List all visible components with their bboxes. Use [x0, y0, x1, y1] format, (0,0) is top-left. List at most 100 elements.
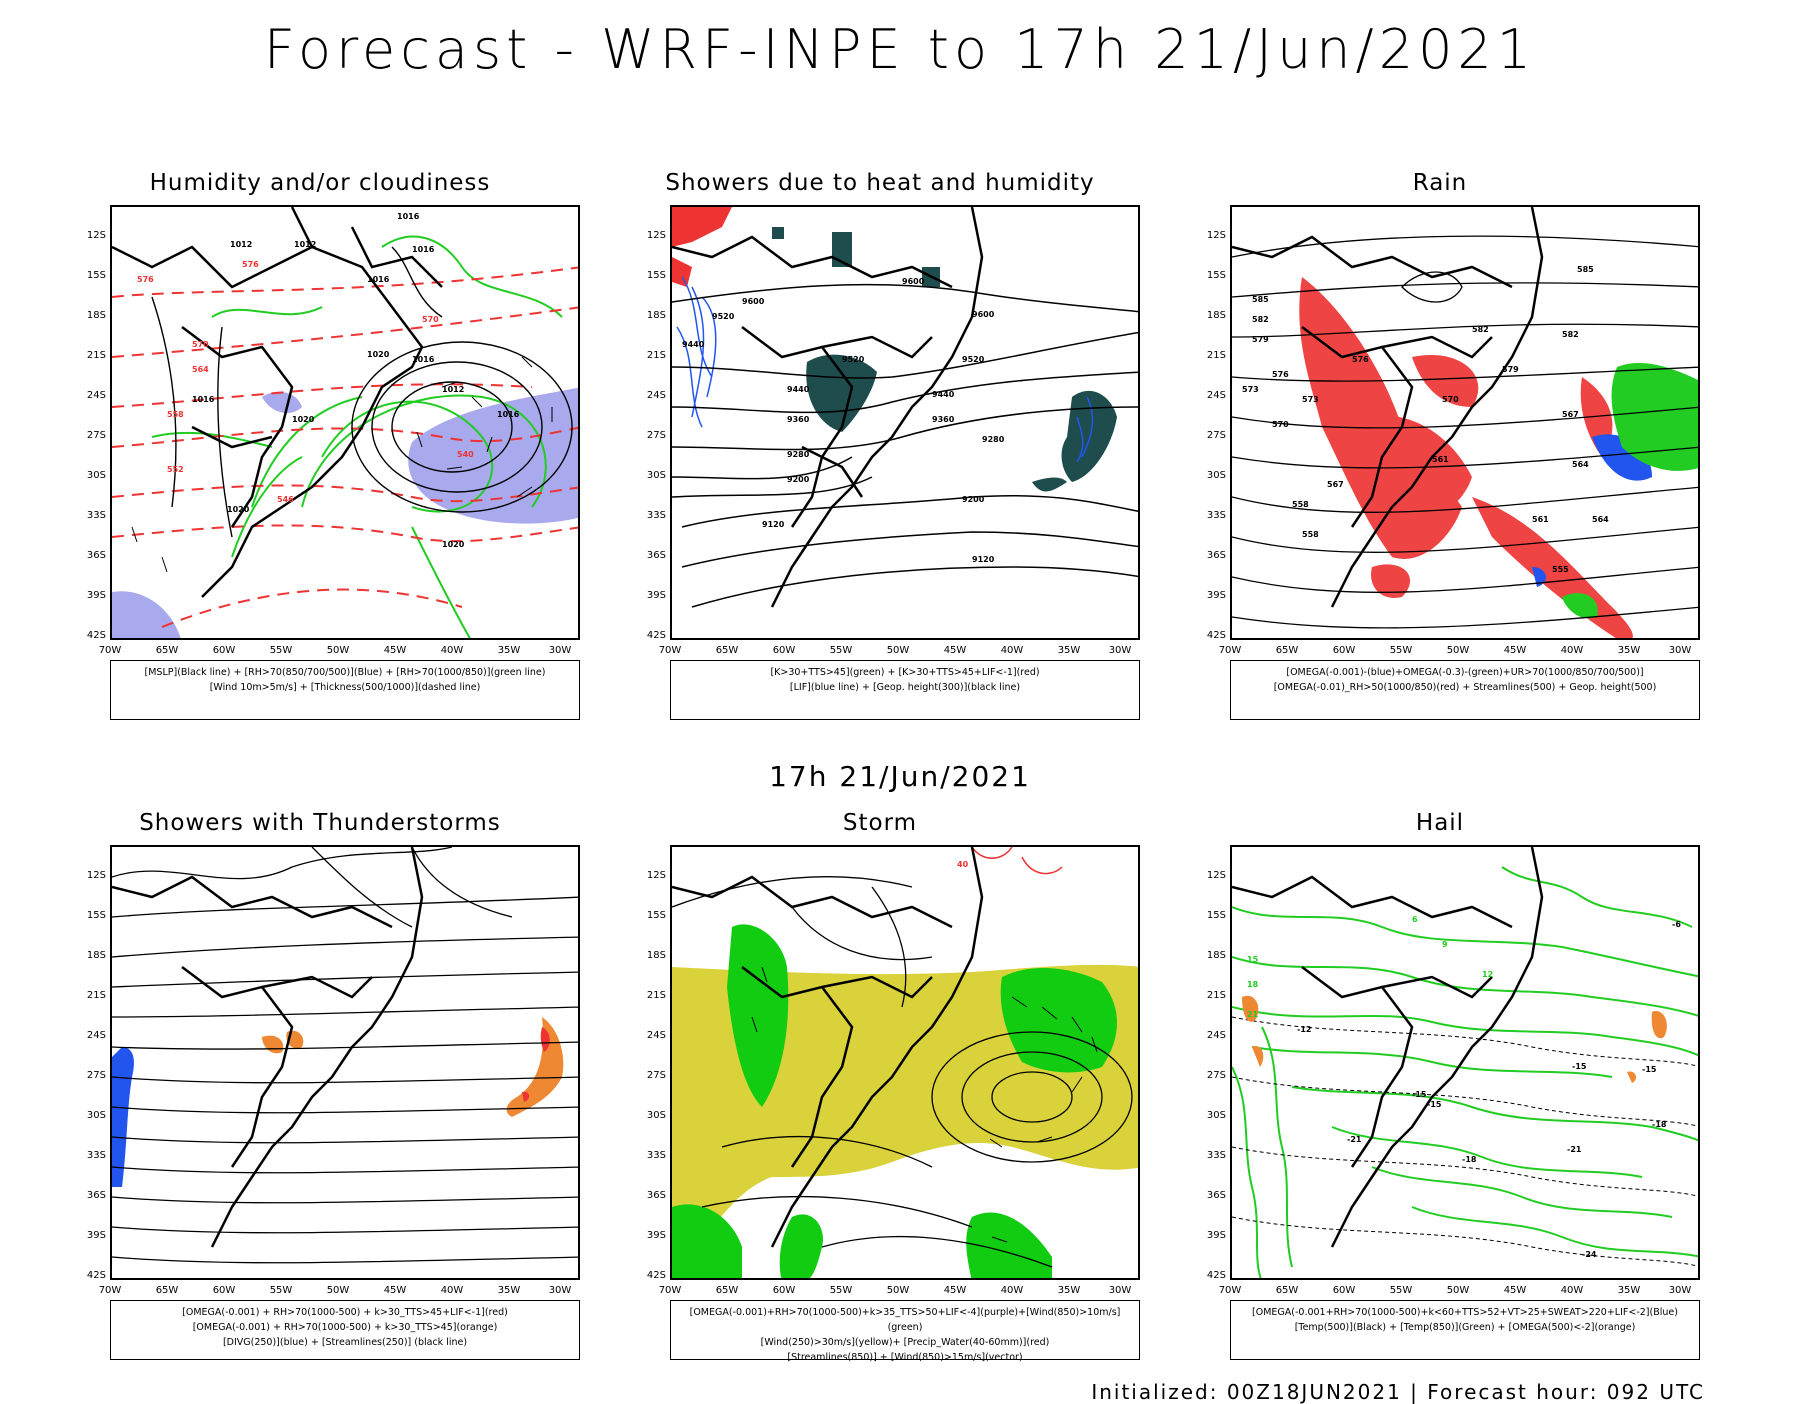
legend-box: [MSLP](Black line) + [RH>70(850/700/500)… — [110, 660, 580, 720]
map-rain[interactable]: 585 582 582 579 576 573 570 567 564 561 … — [1230, 205, 1700, 640]
panel-title: Humidity and/or cloudiness — [149, 170, 491, 196]
svg-text:579: 579 — [1502, 365, 1519, 374]
svg-text:9520: 9520 — [962, 355, 985, 364]
geop-height-black-lines — [672, 283, 1138, 608]
teal-showers — [772, 227, 1117, 492]
coastline-borders — [1232, 207, 1544, 608]
svg-text:570: 570 — [1442, 395, 1459, 404]
legend-line: [Wind 10m>5m/s] + [Thickness(500/1000)](… — [209, 682, 481, 693]
svg-text:1016: 1016 — [397, 212, 420, 221]
map-humidity[interactable]: 1016 1012 1012 1016 1016 1020 1016 1012 … — [110, 205, 580, 640]
svg-text:9600: 9600 — [742, 297, 765, 306]
svg-text:-21: -21 — [1567, 1145, 1582, 1154]
map-layer: 585 582 582 579 576 573 570 567 564 561 … — [1232, 207, 1698, 638]
svg-text:564: 564 — [192, 365, 209, 374]
svg-text:1020: 1020 — [442, 540, 465, 549]
svg-text:1016: 1016 — [367, 275, 390, 284]
svg-text:9440: 9440 — [787, 385, 810, 394]
svg-text:582: 582 — [1562, 330, 1579, 339]
map-layer: -6 -12 -15 -15 -18 -21 -21 -24 6 9 12 15… — [1232, 847, 1698, 1278]
svg-text:21: 21 — [1247, 1010, 1259, 1019]
svg-text:567: 567 — [1327, 480, 1344, 489]
svg-text:1016: 1016 — [192, 395, 215, 404]
panel-title: Hail — [1415, 810, 1465, 836]
wind-vectors — [131, 356, 553, 573]
svg-text:9280: 9280 — [787, 450, 810, 459]
red-areas — [672, 207, 732, 287]
temp500-black — [1232, 1016, 1698, 1267]
panel-thunderstorms: Showers with Thunderstorms — [60, 810, 580, 1370]
svg-text:558: 558 — [1292, 500, 1309, 509]
svg-text:18: 18 — [1247, 980, 1259, 989]
svg-text:582: 582 — [1472, 325, 1489, 334]
legend-line: [OMEGA(-0.001+RH>70(1000-500)+k<60+TTS>5… — [1252, 1307, 1678, 1318]
svg-text:9440: 9440 — [932, 390, 955, 399]
svg-text:9120: 9120 — [762, 520, 785, 529]
svg-text:1012: 1012 — [230, 240, 252, 249]
svg-text:-15: -15 — [1572, 1062, 1587, 1071]
svg-text:9: 9 — [1442, 940, 1448, 949]
contour-labels: -6 -12 -15 -15 -18 -21 -21 -24 6 9 12 15… — [1247, 915, 1681, 1259]
svg-text:9600: 9600 — [902, 277, 925, 286]
svg-text:546: 546 — [277, 495, 294, 504]
svg-text:582: 582 — [1252, 315, 1269, 324]
svg-text:585: 585 — [1252, 295, 1269, 304]
map-showers-heat[interactable]: 9600 9520 9600 9520 9440 9440 9360 9280 … — [670, 205, 1140, 640]
svg-text:585: 585 — [1577, 265, 1594, 274]
svg-text:9200: 9200 — [787, 475, 810, 484]
svg-text:9520: 9520 — [842, 355, 865, 364]
panel-title: Storm — [842, 810, 918, 836]
svg-text:9520: 9520 — [712, 312, 735, 321]
coastline-borders — [112, 207, 443, 598]
svg-text:561: 561 — [1432, 455, 1449, 464]
legend-line: [DIVG(250)](blue) + [Streamlines(250)] (… — [222, 1337, 468, 1348]
svg-text:579: 579 — [1252, 335, 1269, 344]
svg-text:40: 40 — [957, 860, 969, 869]
legend-line: [K>30+TTS>45](green) + [K>30+TTS>45+LIF<… — [770, 667, 1040, 678]
legend-line: [Temp(500)](Black) + [Temp(850)](Green) … — [1294, 1322, 1636, 1333]
footer-init-info: Initialized: 00Z18JUN2021 | Forecast hou… — [1091, 1380, 1705, 1404]
svg-text:9280: 9280 — [982, 435, 1005, 444]
streamlines — [112, 847, 578, 1264]
sub-title: 17h 21/Jun/2021 — [769, 760, 1031, 793]
legend-line: [LIF](blue line) + [Geop. height(300)](b… — [789, 682, 1021, 693]
map-hail[interactable]: -6 -12 -15 -15 -18 -21 -21 -24 6 9 12 15… — [1230, 845, 1700, 1280]
contour-labels: 9600 9520 9600 9520 9440 9440 9360 9280 … — [682, 277, 1005, 564]
main-title: Forecast - WRF-INPE to 17h 21/Jun/2021 — [263, 18, 1537, 81]
svg-text:-24: -24 — [1582, 1250, 1597, 1259]
svg-text:573: 573 — [1302, 395, 1319, 404]
legend-line: [OMEGA(-0.001)-(blue)+OMEGA(-0.3)-(green… — [1286, 667, 1644, 678]
map-layer: 40 — [672, 847, 1138, 1278]
legend-box: [OMEGA(-0.001+RH>70(1000-500)+k<60+TTS>5… — [1230, 1300, 1700, 1360]
map-thunderstorms[interactable] — [110, 845, 580, 1280]
svg-text:576: 576 — [1272, 370, 1289, 379]
legend-line: [OMEGA(-0.01)_RH>50(1000/850)(red) + Str… — [1273, 682, 1657, 693]
map-layer: 9600 9520 9600 9520 9440 9440 9360 9280 … — [672, 207, 1138, 608]
svg-text:573: 573 — [1242, 385, 1259, 394]
streamlines — [1232, 235, 1698, 629]
svg-text:567: 567 — [1562, 410, 1579, 419]
panel-hail: Hail — [1180, 810, 1700, 1370]
legend-line: [MSLP](Black line) + [RH>70(850/700/500)… — [144, 667, 546, 678]
svg-text:552: 552 — [167, 465, 184, 474]
coastline-borders — [672, 207, 984, 608]
panel-title: Showers with Thunderstorms — [139, 810, 501, 836]
divg-blue — [112, 1047, 134, 1187]
svg-text:15: 15 — [1247, 955, 1259, 964]
svg-text:-12: -12 — [1297, 1025, 1311, 1034]
svg-text:-18: -18 — [1652, 1120, 1667, 1129]
panel-title: Showers due to heat and humidity — [665, 170, 1095, 196]
legend-box: [OMEGA(-0.001) + RH>70(1000-500) + k>30_… — [110, 1300, 580, 1360]
map-layer — [112, 847, 578, 1264]
lif-blue-lines — [676, 276, 1094, 463]
legend-box: [K>30+TTS>45](green) + [K>30+TTS>45+LIF<… — [670, 660, 1140, 720]
svg-text:9600: 9600 — [972, 310, 995, 319]
panel-title: Rain — [1412, 170, 1468, 196]
map-storm[interactable]: 40 — [670, 845, 1140, 1280]
svg-text:1012: 1012 — [442, 385, 464, 394]
svg-text:1020: 1020 — [292, 415, 315, 424]
svg-text:9200: 9200 — [962, 495, 985, 504]
contour-labels: 585 582 582 579 576 573 570 567 564 561 … — [1242, 265, 1609, 574]
mslp-black-contours — [151, 246, 573, 538]
svg-text:1016: 1016 — [497, 410, 520, 419]
